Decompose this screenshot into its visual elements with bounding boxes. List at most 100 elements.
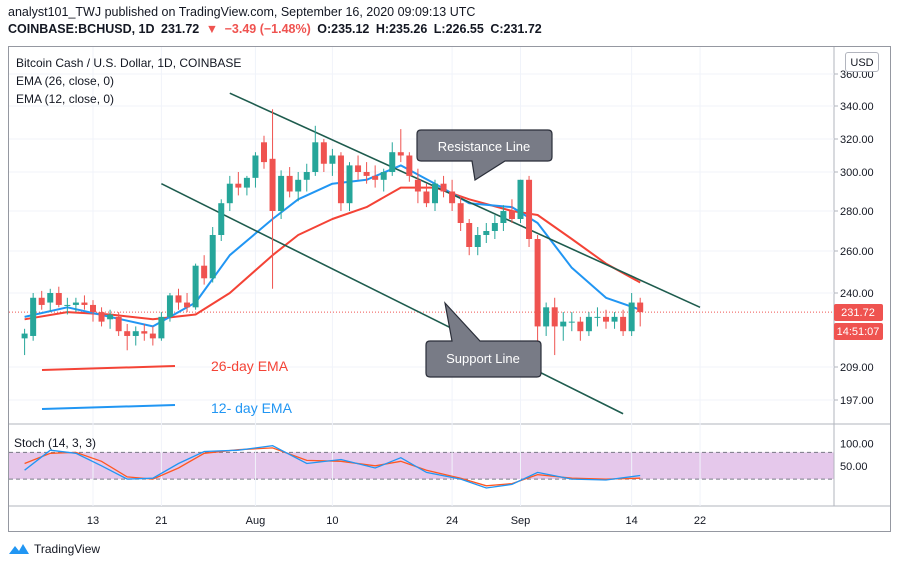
candle-body xyxy=(372,175,379,180)
resistance-label: Resistance Line xyxy=(438,139,531,154)
candle-body xyxy=(363,172,370,176)
last-price: 231.72 xyxy=(161,22,200,36)
stoch-label: Stoch (14, 3, 3) xyxy=(14,436,96,450)
candle-up xyxy=(594,307,601,327)
price-tick-label: 340.00 xyxy=(840,101,874,113)
stoch-tick-label: 50.00 xyxy=(840,461,868,473)
close-value: C:231.72 xyxy=(490,22,542,36)
candle-down xyxy=(440,175,447,198)
candle-down xyxy=(534,235,541,351)
candle-up xyxy=(312,125,319,176)
candle-up xyxy=(226,175,233,211)
candle-down xyxy=(320,139,327,172)
candle-down xyxy=(526,175,533,247)
candle-up xyxy=(47,288,54,313)
candle-down xyxy=(81,295,88,310)
candle-up xyxy=(30,293,37,341)
candle-up xyxy=(628,293,635,336)
candle-up xyxy=(543,302,550,336)
candle-body xyxy=(184,302,191,308)
candle-body xyxy=(30,297,37,336)
time-tick-label: Aug xyxy=(246,515,266,527)
price-tick-label: 280.00 xyxy=(840,206,874,218)
candle-body xyxy=(423,191,430,204)
candle-up xyxy=(107,309,114,329)
candle-body xyxy=(209,235,216,279)
candle-up xyxy=(303,163,310,192)
candle-body xyxy=(440,183,447,192)
candle-down xyxy=(372,165,379,188)
candle-down xyxy=(466,219,473,256)
high-value: H:235.26 xyxy=(375,22,428,36)
ema12-sample-line xyxy=(41,404,176,410)
candle-down xyxy=(406,152,413,182)
symbol: COINBASE:BCHUSD, 1D xyxy=(8,22,155,36)
candle-up xyxy=(389,142,396,176)
candle-down xyxy=(337,152,344,211)
candle-down xyxy=(124,324,131,351)
candle-body xyxy=(303,172,310,180)
tradingview-logo-icon xyxy=(9,544,29,554)
resistance-trendline[interactable] xyxy=(229,92,701,309)
time-badge: 14:51:07 xyxy=(834,323,883,340)
candle-body xyxy=(474,235,481,247)
ema26-line xyxy=(24,186,641,321)
candle-down xyxy=(457,195,464,231)
candle-body xyxy=(107,314,114,320)
ema12-label: 12- day EMA xyxy=(211,400,293,416)
candle-body xyxy=(466,223,473,247)
candle-up xyxy=(611,312,618,329)
candle-body xyxy=(149,333,156,339)
candle-down xyxy=(201,255,208,285)
time-tick-label: Sep xyxy=(511,515,531,527)
published-line: analyst101_TWJ published on TradingView.… xyxy=(8,5,476,19)
candle-body xyxy=(166,295,173,317)
candle-body xyxy=(380,172,387,180)
candle-body xyxy=(38,297,45,305)
candle-down xyxy=(508,199,515,223)
support-callout-box xyxy=(425,301,542,378)
candle-up xyxy=(432,179,438,211)
ema12-legend[interactable]: EMA (12, close, 0) xyxy=(16,92,115,106)
ema26-label: 26-day EMA xyxy=(211,358,289,374)
candle-body xyxy=(72,302,79,305)
candle-body xyxy=(243,177,250,188)
candle-body xyxy=(551,307,558,327)
candle-up xyxy=(295,172,302,202)
candle-body xyxy=(508,211,515,219)
candle-body xyxy=(414,179,421,192)
candle-down xyxy=(149,326,156,346)
candle-body xyxy=(98,312,105,322)
currency-button[interactable]: USD xyxy=(845,52,879,72)
candle-up xyxy=(329,148,336,176)
ema26-legend[interactable]: EMA (26, close, 0) xyxy=(16,74,115,88)
stoch-band xyxy=(9,452,834,480)
candle-up xyxy=(585,312,592,336)
candle-body xyxy=(432,183,438,204)
candle-body xyxy=(81,302,88,305)
support-trendline[interactable] xyxy=(161,182,624,415)
candle-up xyxy=(517,179,524,223)
candle-up xyxy=(192,263,199,310)
candle-down xyxy=(141,324,148,341)
candle-body xyxy=(132,331,139,336)
price-tick-label: 320.00 xyxy=(840,134,874,146)
candle-up xyxy=(243,175,250,196)
candle-body xyxy=(252,155,259,178)
price-badge: 231.72 xyxy=(834,304,883,321)
candle-up xyxy=(474,227,481,256)
candle-down xyxy=(363,162,370,184)
candle-down xyxy=(603,309,609,329)
candle-body xyxy=(491,223,498,231)
candle-up xyxy=(491,215,498,239)
price-badge-value: 231.72 xyxy=(841,307,875,319)
candle-body xyxy=(286,175,293,192)
candle-up xyxy=(380,168,387,192)
candle-up xyxy=(158,312,165,341)
candle-body xyxy=(226,183,233,204)
candle-down xyxy=(90,300,96,322)
time-tick-label: 14 xyxy=(626,515,638,527)
candle-body xyxy=(620,316,627,332)
price-tick-label: 197.00 xyxy=(840,395,874,407)
